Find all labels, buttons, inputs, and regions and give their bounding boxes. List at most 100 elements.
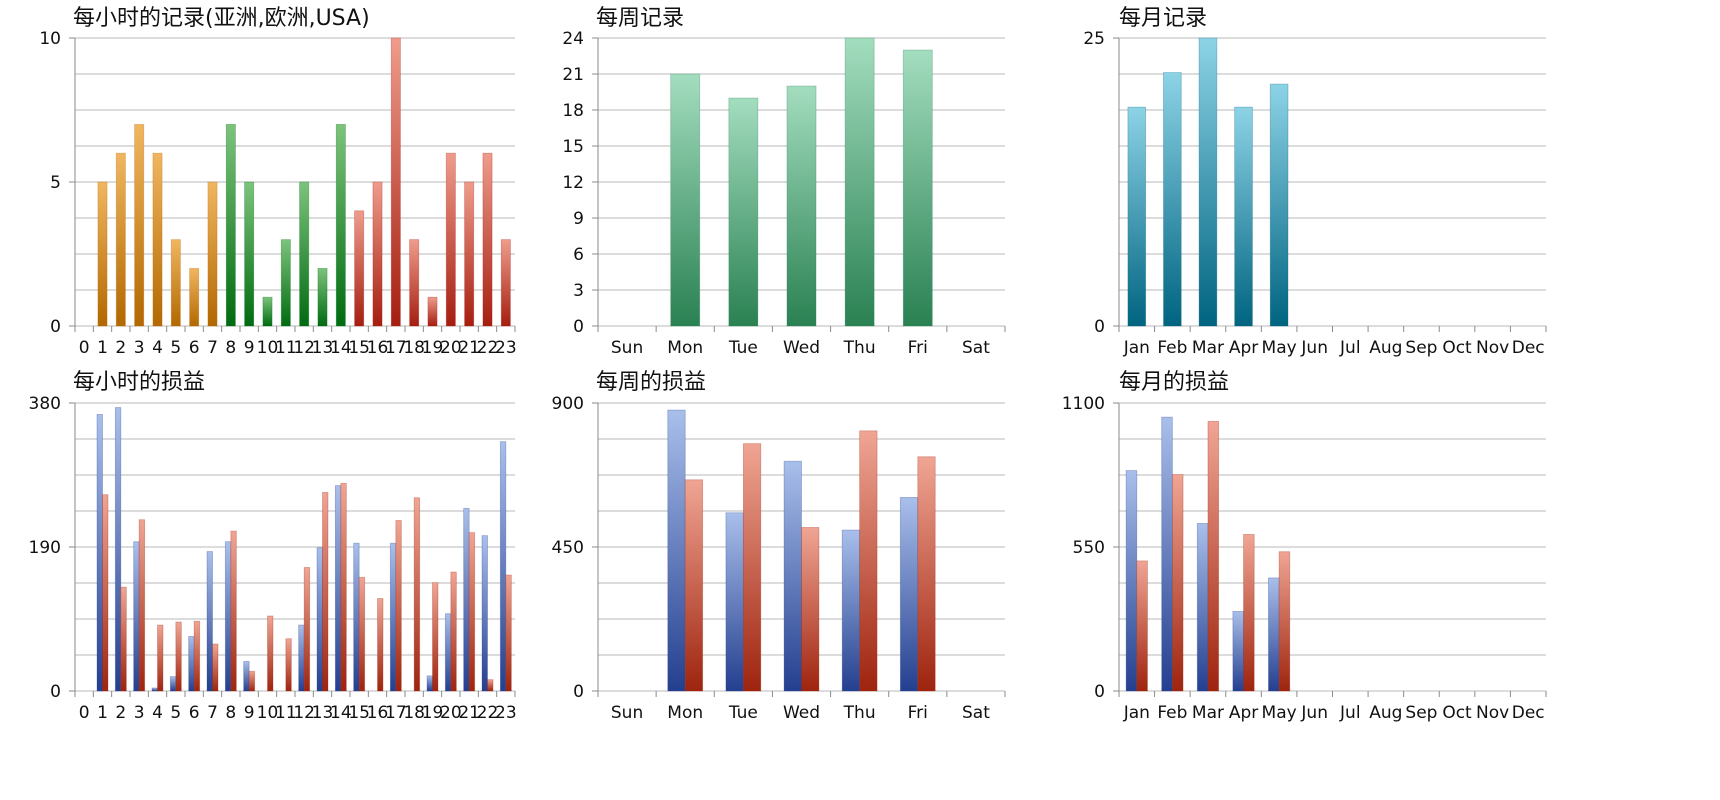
x-tick-label: May bbox=[1262, 703, 1297, 723]
x-tick-label: 20 bbox=[440, 338, 462, 358]
weekly-pnl-svg: 0 450 900 Sun Mon Tue Wed Thu Fri Sat 每周的损益 bbox=[552, 370, 1006, 723]
bar bbox=[243, 661, 250, 692]
weekly-pnl-chart: 0 450 900 Sun Mon Tue Wed Thu Fri Sat 每周的损益 bbox=[552, 370, 1146, 800]
x-tick-label: 11 bbox=[275, 338, 297, 358]
x-tick-label: 23 bbox=[495, 703, 517, 723]
x-tick-label: Sun bbox=[611, 338, 643, 358]
x-tick-label: 19 bbox=[422, 703, 444, 723]
x-tick-label: Wed bbox=[783, 703, 820, 723]
bar bbox=[902, 49, 933, 327]
x-tick-label: Feb bbox=[1157, 703, 1187, 723]
x-tick-label: Jul bbox=[1339, 703, 1361, 723]
x-tick-label: 10 bbox=[257, 338, 279, 358]
bar bbox=[175, 621, 182, 692]
bar bbox=[353, 542, 360, 692]
y-tick-label: 550 bbox=[1073, 538, 1105, 558]
chart-title: 每周的损益 bbox=[596, 370, 706, 395]
bar bbox=[1207, 420, 1220, 692]
hourly-records-chart: 0 5 10 0 1 2 3 4 5 6 7 8 9 10 11 12 13 14 15 16 17 18 19 20 21 22… bbox=[0, 0, 573, 400]
bar bbox=[481, 535, 488, 692]
x-tick-label: 1 bbox=[97, 338, 108, 358]
x-tick-label: 18 bbox=[403, 338, 425, 358]
bar bbox=[426, 675, 433, 692]
bar bbox=[463, 507, 470, 692]
bar bbox=[1163, 72, 1182, 327]
x-tick-label: 9 bbox=[244, 703, 255, 723]
x-tick-label: Jun bbox=[1300, 703, 1328, 723]
y-tick-label: 190 bbox=[29, 538, 61, 558]
bar bbox=[207, 181, 218, 327]
x-tick-label: Aug bbox=[1369, 703, 1402, 723]
x-tick-label: Nov bbox=[1476, 703, 1509, 723]
x-tick-label: 6 bbox=[189, 338, 200, 358]
bar bbox=[742, 443, 762, 692]
bar bbox=[157, 624, 164, 692]
y-tick-label: 9 bbox=[573, 209, 584, 229]
bar bbox=[152, 152, 163, 327]
x-tick-label: Sat bbox=[962, 703, 990, 723]
bar bbox=[899, 497, 919, 692]
bar bbox=[1136, 560, 1148, 692]
bar bbox=[1171, 474, 1184, 692]
x-tick-label: 16 bbox=[367, 338, 389, 358]
x-tick-label: 12 bbox=[293, 703, 315, 723]
x-tick-label: 22 bbox=[477, 338, 499, 358]
x-tick-label: 1 bbox=[97, 703, 108, 723]
x-tick-label: 5 bbox=[170, 338, 181, 358]
x-tick-label: Fri bbox=[908, 338, 928, 358]
x-tick-label: 5 bbox=[170, 703, 181, 723]
chart-title: 每周记录 bbox=[596, 6, 684, 31]
x-tick-label: May bbox=[1262, 338, 1297, 358]
bar bbox=[427, 296, 438, 327]
x-tick-label: 15 bbox=[348, 703, 370, 723]
y-tick-label: 900 bbox=[552, 394, 584, 414]
bar bbox=[1161, 416, 1173, 692]
x-tick-label: Sep bbox=[1405, 338, 1437, 358]
x-tick-label: Jun bbox=[1300, 338, 1328, 358]
x-tick-label: 23 bbox=[495, 338, 517, 358]
x-tick-label: Sep bbox=[1405, 703, 1437, 723]
x-tick-label: 13 bbox=[312, 338, 334, 358]
bar bbox=[298, 624, 305, 692]
x-tick-label: 7 bbox=[207, 338, 218, 358]
x-tick-label: 2 bbox=[115, 338, 126, 358]
bar bbox=[1268, 577, 1280, 692]
x-tick-label: Sat bbox=[962, 338, 990, 358]
chart-title: 每月的损益 bbox=[1119, 370, 1229, 395]
bar bbox=[468, 532, 476, 692]
x-tick-label: 21 bbox=[458, 338, 480, 358]
bar bbox=[1196, 523, 1209, 692]
bar bbox=[432, 582, 439, 692]
x-tick-label: 17 bbox=[385, 338, 407, 358]
bar bbox=[189, 267, 200, 327]
x-tick-label: 14 bbox=[330, 703, 352, 723]
x-tick-label: Apr bbox=[1229, 338, 1258, 358]
chart-title: 每小时的记录(亚洲,欧洲,USA) bbox=[73, 6, 370, 31]
bar bbox=[917, 456, 936, 692]
bar bbox=[1232, 611, 1244, 692]
bar bbox=[267, 615, 274, 692]
bar bbox=[841, 529, 861, 692]
bar bbox=[316, 547, 323, 692]
bars bbox=[1127, 37, 1289, 327]
x-tick-label: Tue bbox=[728, 338, 758, 358]
x-tick-label: 14 bbox=[330, 338, 352, 358]
bar bbox=[358, 576, 366, 692]
x-tick-label: Jul bbox=[1339, 338, 1361, 358]
x-tick-label: Dec bbox=[1512, 338, 1545, 358]
bar bbox=[1234, 106, 1253, 327]
y-tick-label: 1100 bbox=[1062, 394, 1105, 414]
y-tick-label: 380 bbox=[29, 394, 61, 414]
x-tick-label: 7 bbox=[207, 703, 218, 723]
bar bbox=[1269, 83, 1289, 327]
bar bbox=[783, 460, 802, 692]
bar bbox=[844, 37, 875, 327]
bar bbox=[450, 571, 457, 692]
x-tick-label: Oct bbox=[1442, 703, 1472, 723]
y-tick-label: 21 bbox=[562, 65, 584, 85]
bar bbox=[487, 679, 494, 692]
y-tick-label: 0 bbox=[1094, 682, 1105, 702]
weekly-records-svg: 0 3 6 9 12 15 18 21 24 Sun Mon Tue Wed Thu Fri Sat 每周记录 bbox=[562, 6, 1006, 358]
x-tick-label: 0 bbox=[79, 703, 90, 723]
chart-title: 每月记录 bbox=[1119, 6, 1207, 31]
